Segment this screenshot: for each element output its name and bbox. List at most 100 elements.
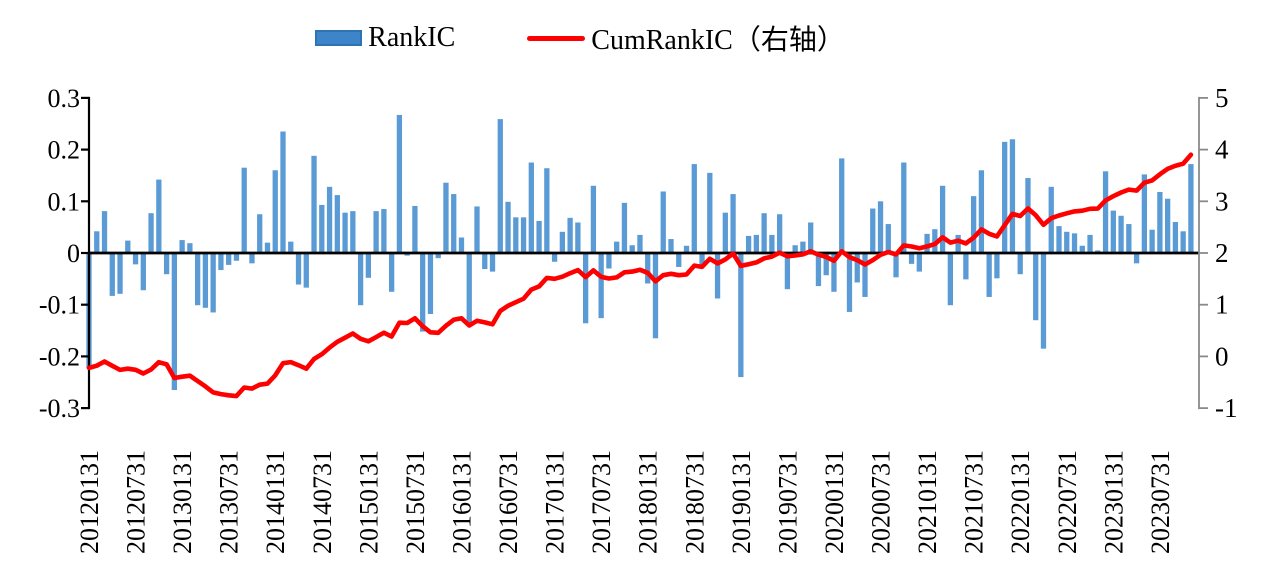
rankic-bar	[451, 194, 457, 253]
rankic-bar	[187, 243, 193, 253]
x-axis-tick-label: 20220131	[1006, 450, 1035, 554]
rankic-bar	[303, 253, 309, 288]
rankic-bar	[381, 209, 387, 253]
rankic-bar	[334, 195, 340, 253]
rankic-bar	[513, 217, 519, 253]
rankic-bar	[94, 231, 100, 253]
x-axis-tick-label: 20180131	[634, 450, 663, 554]
rankic-bar	[357, 253, 364, 306]
x-axis-tick-label: 20160131	[448, 450, 477, 554]
rankic-bar	[505, 201, 511, 253]
x-axis-tick-label: 20190131	[727, 450, 756, 554]
left-axis-tick-label: 0.3	[48, 84, 81, 113]
x-axis-tick-label: 20150731	[401, 450, 430, 554]
rankic-bar	[846, 253, 853, 312]
rankic-bar	[769, 234, 775, 253]
rankic-bar	[443, 182, 449, 253]
rankic-bar	[117, 253, 123, 294]
x-axis-tick-label: 20200131	[820, 450, 849, 554]
rankic-bar	[412, 205, 418, 253]
rankic-bar	[1118, 215, 1124, 253]
rankic-bar	[645, 253, 651, 284]
rankic-bar	[171, 253, 178, 391]
rankic-bar	[963, 253, 969, 280]
rankic-bar	[420, 253, 426, 332]
left-axis-tick-label: 0.1	[48, 187, 81, 216]
rankic-bar	[714, 253, 721, 299]
right-axis-tick-label: 3	[1215, 186, 1229, 216]
rankic-bar	[939, 185, 946, 253]
x-axis-tick-label: 20190731	[773, 450, 802, 554]
rankic-bar	[652, 253, 659, 339]
rankic-bar	[792, 245, 798, 253]
rankic-bar	[264, 242, 271, 253]
rankic-bar	[218, 253, 224, 271]
rankic-bar	[1056, 226, 1062, 253]
rankic-bar	[474, 206, 480, 253]
rankic-bar	[676, 253, 682, 267]
rankic-bar	[1071, 233, 1078, 253]
x-axis-tick-label: 20210731	[960, 450, 989, 554]
rankic-bar	[280, 131, 286, 253]
rankic-bar	[1033, 253, 1039, 321]
rankic-bar	[528, 162, 534, 253]
rankic-bar	[800, 241, 806, 253]
rankic-bar	[590, 185, 597, 253]
rankic-bar	[606, 253, 612, 269]
chart-legend: RankIC CumRankIC（右轴）	[0, 18, 1160, 58]
x-axis-tick-label: 20200731	[867, 450, 896, 554]
rankic-bar	[1157, 191, 1163, 253]
cumrankic-line	[86, 152, 1194, 399]
right-axis-tick-label: 0	[1215, 341, 1229, 371]
rankic-bar	[916, 253, 922, 272]
rankic-bar	[1017, 253, 1023, 275]
rankic-bar	[396, 114, 403, 253]
rankic-bar	[1102, 171, 1109, 253]
rankic-bar	[598, 253, 604, 319]
rankic-bar	[132, 253, 139, 265]
rankic-bar	[1087, 234, 1093, 253]
rankic-bar	[101, 211, 108, 253]
rankic-bar	[1079, 245, 1085, 253]
rankic-bar	[210, 253, 216, 313]
rankic-bar	[582, 253, 589, 324]
rankic-bar	[722, 212, 728, 253]
right-axis-tick-label: 4	[1215, 135, 1229, 165]
rankic-bar	[621, 202, 628, 253]
x-axis-tick-label: 20170731	[587, 450, 616, 554]
rankic-bar	[194, 253, 201, 306]
rankic-bar	[978, 170, 985, 253]
rankic-bar	[427, 253, 434, 315]
rankic-bar	[885, 224, 891, 253]
rankic-bar	[1002, 141, 1008, 253]
rankic-bar	[241, 167, 247, 253]
rankic-bar	[815, 253, 822, 287]
rankic-bar	[1188, 164, 1194, 253]
rankic-bar	[699, 253, 705, 266]
rankic-bar	[326, 186, 333, 253]
rankic-bar	[831, 253, 837, 292]
legend-cumrankic-label: CumRankIC（右轴）	[591, 25, 845, 56]
rankic-bar	[272, 170, 278, 253]
rankic-bar	[823, 253, 829, 276]
rankic-bar	[901, 162, 907, 253]
rankic-bar	[202, 253, 209, 308]
rankic-bar	[482, 253, 488, 270]
rankic-bar	[226, 253, 232, 265]
rankic-bar	[1149, 229, 1155, 253]
rankic-bar	[870, 208, 876, 253]
rankic-bar	[551, 253, 558, 262]
x-axis-tick-label: 20160731	[494, 450, 523, 554]
rankic-bar	[1180, 231, 1186, 253]
rankic-bar	[839, 158, 845, 253]
rankic-bar	[466, 253, 472, 325]
rankic-bar	[753, 234, 760, 253]
legend-rankic-label: RankIC	[368, 22, 456, 53]
rankic-bar	[707, 172, 713, 253]
rankic-bar	[489, 253, 496, 272]
left-axis-tick-label: -0.1	[39, 291, 80, 320]
rankic-bar	[156, 179, 162, 253]
rankic-bar	[738, 253, 744, 378]
rankic-bar	[319, 204, 325, 253]
